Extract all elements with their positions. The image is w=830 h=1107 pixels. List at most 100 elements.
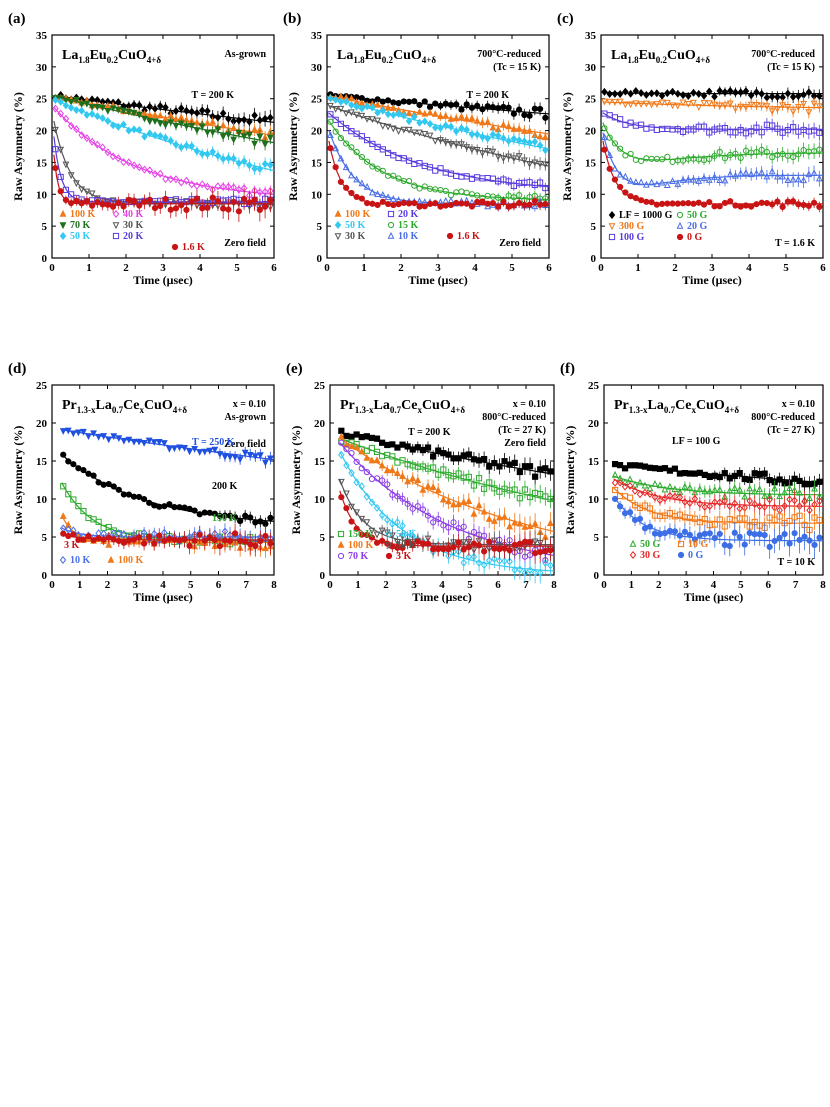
- data-point: [364, 137, 371, 144]
- legend-label: 1.6 K: [182, 242, 205, 253]
- data-point: [343, 445, 350, 453]
- data-point: [146, 196, 153, 203]
- data-point: [332, 116, 339, 123]
- data-point: [231, 530, 239, 537]
- data-point: [758, 102, 766, 110]
- data-point: [421, 203, 428, 210]
- data-point: [732, 171, 739, 179]
- data-point: [332, 128, 339, 135]
- data-point: [531, 159, 539, 167]
- legend-label: 50 K: [396, 529, 417, 540]
- data-point: [206, 534, 213, 541]
- data-point: [162, 133, 169, 142]
- data-point: [52, 164, 59, 172]
- data-point: [742, 147, 750, 154]
- data-point: [167, 136, 174, 145]
- legend-marker: [629, 551, 637, 559]
- data-point: [711, 521, 718, 528]
- data-point: [475, 501, 483, 509]
- data-point: [611, 164, 619, 172]
- data-point: [526, 201, 533, 208]
- y-tick-label: 25: [588, 380, 600, 392]
- data-point: [616, 90, 624, 99]
- formula-part: CuO: [667, 48, 696, 63]
- data-point: [531, 519, 539, 527]
- data-point: [766, 543, 773, 550]
- data-point: [465, 497, 473, 505]
- data-point: [90, 472, 97, 479]
- data-point: [685, 200, 692, 207]
- data-point: [400, 126, 408, 134]
- data-point: [214, 197, 222, 205]
- data-point: [753, 201, 760, 208]
- data-point: [379, 191, 387, 198]
- legend-label: 10 K: [398, 231, 419, 242]
- data-point: [731, 484, 739, 492]
- data-point: [758, 146, 765, 153]
- data-point: [198, 123, 206, 131]
- data-point: [490, 537, 498, 545]
- data-point: [816, 203, 823, 211]
- data-point: [741, 515, 748, 522]
- data-point: [455, 455, 462, 462]
- data-point: [485, 556, 493, 565]
- x-tick-label: 2: [105, 579, 111, 591]
- x-tick-label: 6: [820, 262, 826, 274]
- data-point: [606, 151, 614, 158]
- data-point: [198, 106, 206, 115]
- data-point: [468, 191, 476, 198]
- formula-part: Ce: [675, 398, 691, 413]
- data-point: [815, 174, 823, 182]
- legend-marker: [337, 530, 345, 538]
- data-point: [378, 527, 386, 535]
- data-point: [267, 197, 274, 204]
- data-point: [701, 515, 708, 523]
- data-point: [64, 427, 72, 435]
- data-point: [450, 519, 457, 526]
- data-point: [445, 524, 452, 531]
- data-point: [484, 103, 491, 110]
- data-point: [742, 202, 750, 209]
- data-point: [141, 198, 148, 206]
- data-point: [394, 518, 401, 527]
- data-point: [763, 93, 771, 102]
- data-point: [776, 492, 784, 500]
- data-point: [695, 199, 702, 206]
- data-point: [57, 188, 64, 195]
- data-point: [721, 155, 729, 162]
- data-point: [104, 148, 112, 157]
- data-point: [779, 102, 787, 110]
- formula-part: 0.7: [664, 405, 676, 415]
- data-point: [219, 182, 227, 191]
- data-point: [766, 477, 773, 484]
- y-tick-label: 10: [314, 494, 326, 506]
- data-point: [95, 433, 103, 441]
- data-point: [526, 552, 534, 559]
- formula-part: 4+δ: [173, 405, 188, 415]
- data-point: [389, 453, 396, 460]
- x-tick-label: 6: [766, 579, 772, 591]
- y-tick-label: 20: [588, 418, 600, 430]
- data-point: [716, 485, 724, 493]
- data-point: [636, 490, 644, 499]
- legend-label: 50 K: [345, 220, 366, 231]
- data-point: [409, 505, 416, 512]
- data-point: [90, 537, 97, 544]
- panel-note: 800°C-reduced: [751, 412, 815, 423]
- data-point: [178, 202, 185, 209]
- data-point: [638, 197, 645, 204]
- data-point: [251, 453, 259, 461]
- data-point: [542, 146, 549, 155]
- data-point: [52, 126, 59, 134]
- data-point: [616, 474, 624, 482]
- data-point: [621, 101, 629, 109]
- series-1-6-k: [52, 154, 274, 223]
- data-point: [60, 530, 67, 537]
- data-point: [389, 104, 397, 111]
- data-point: [463, 200, 470, 207]
- data-point: [332, 164, 339, 171]
- data-point: [511, 518, 519, 526]
- data-point: [78, 131, 85, 140]
- data-point: [763, 103, 771, 111]
- data-point: [80, 428, 87, 436]
